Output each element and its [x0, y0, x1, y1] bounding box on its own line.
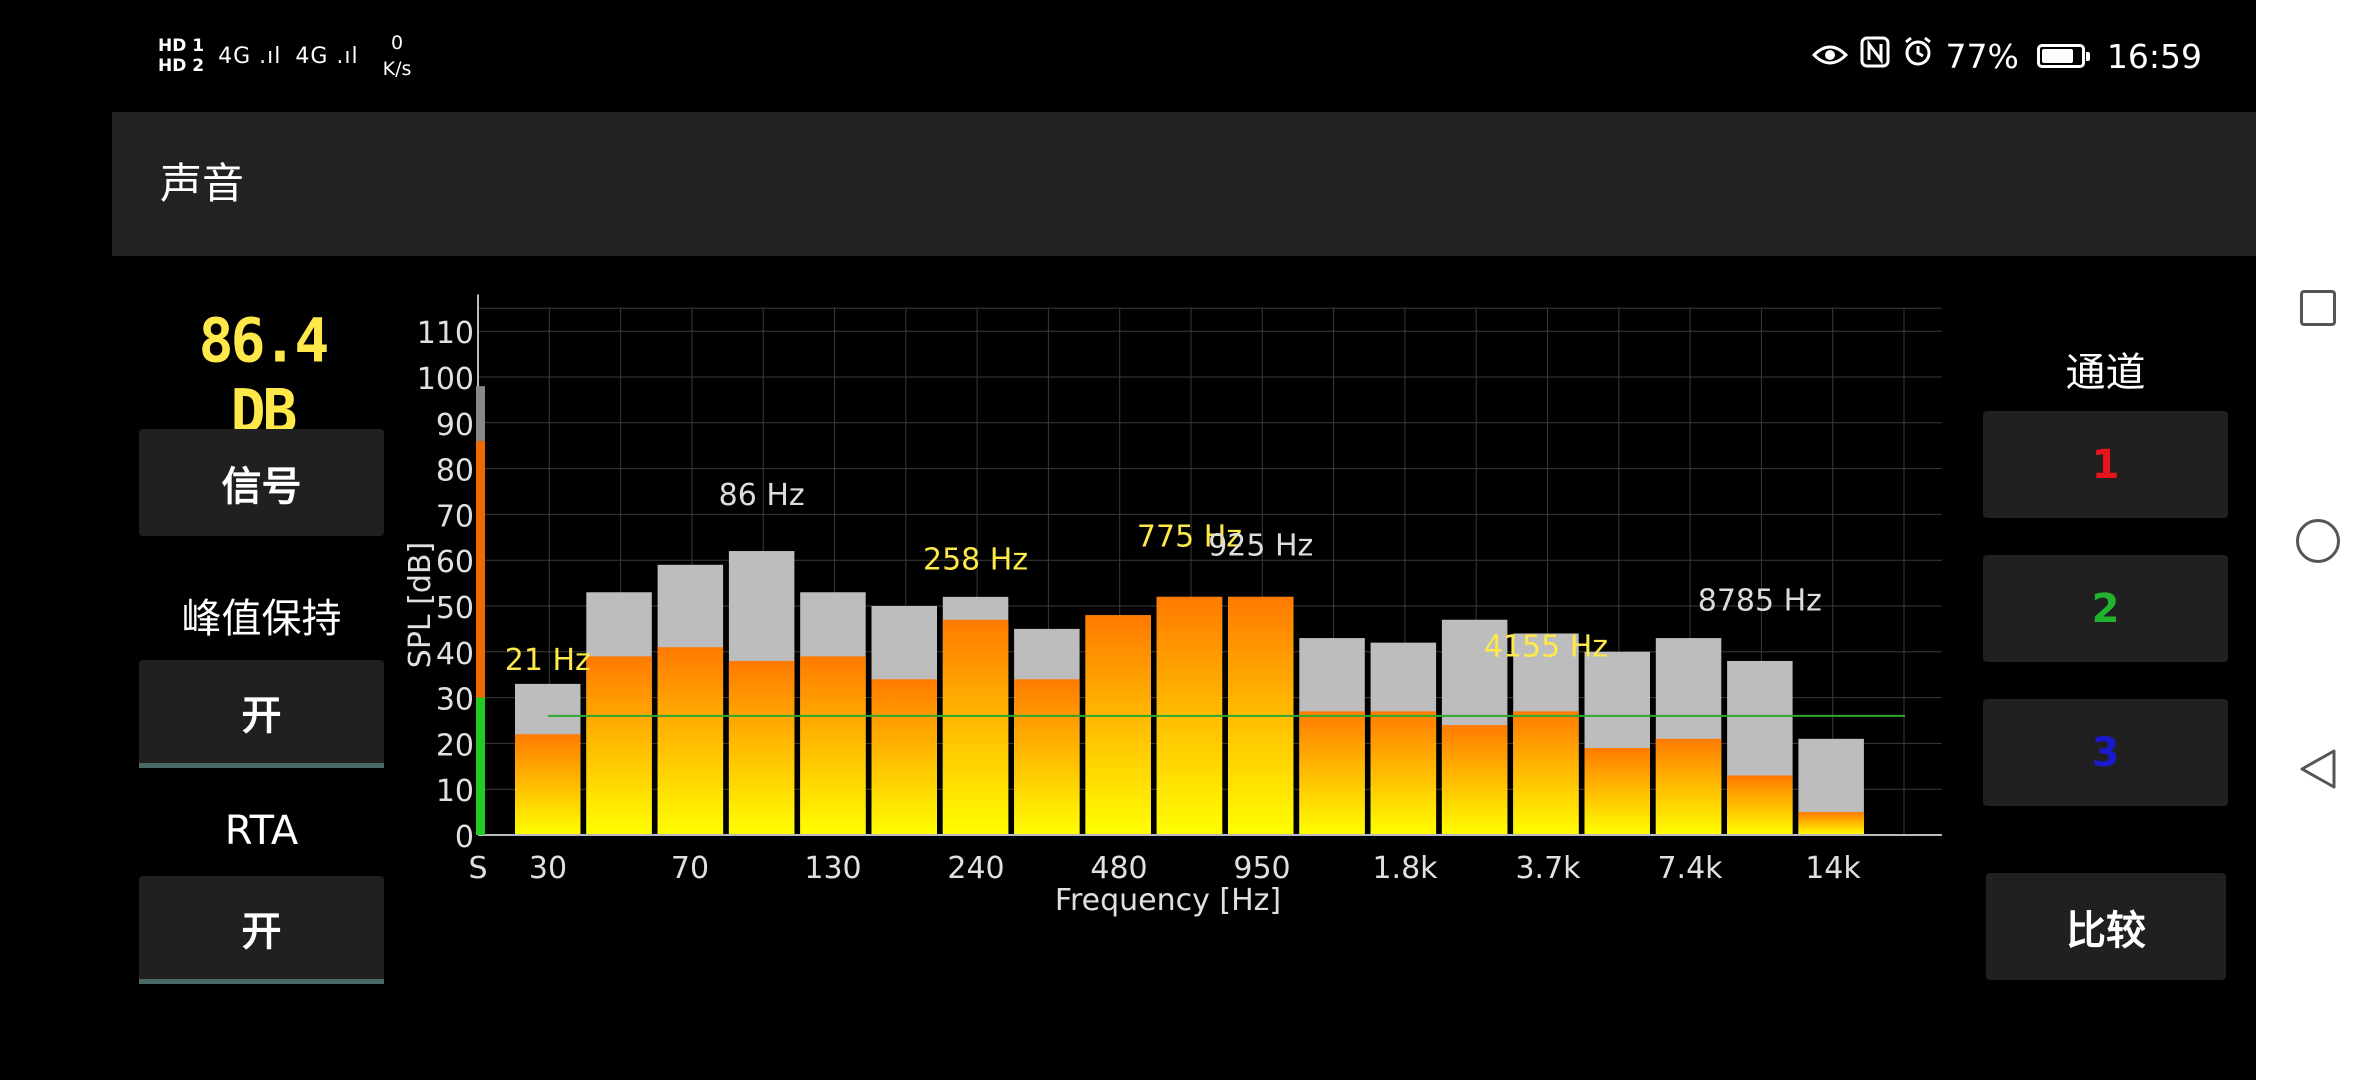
x-tick-label: 130 — [804, 851, 861, 886]
nfc-icon — [1860, 36, 1890, 77]
level-bar — [1655, 738, 1722, 835]
level-meter-orange — [476, 441, 485, 698]
y-axis-label: SPL [dB] — [403, 542, 438, 668]
level-bar — [1014, 679, 1080, 835]
eye-icon — [1811, 36, 1848, 76]
network-speed-value: 0 — [390, 32, 404, 54]
app-bar: 声音 — [112, 112, 2256, 256]
level-bar — [1441, 725, 1508, 835]
rta-toggle[interactable]: 开 — [139, 876, 384, 984]
y-tick-label: 10 — [436, 774, 474, 809]
sim1-icon: HD 1 — [158, 36, 205, 56]
y-tick-label: 30 — [436, 683, 474, 718]
channel-1-button[interactable]: 1 — [1983, 411, 2228, 518]
level-bar — [1370, 711, 1437, 835]
x-tick-label: 1.8k — [1372, 851, 1438, 886]
battery-icon — [2036, 44, 2090, 68]
level-bar — [1584, 747, 1650, 835]
sim-indicators: HD 1 HD 2 — [158, 36, 204, 76]
x-tick-label: 950 — [1233, 851, 1290, 886]
y-tick-label: 70 — [436, 499, 474, 534]
x-axis-label: Frequency [Hz] — [1055, 883, 1281, 918]
network-speed-unit: K/s — [382, 58, 412, 80]
level-meter-green — [476, 697, 485, 835]
peak-frequency-label: 258 Hz — [923, 542, 1028, 577]
x-tick-label: 3.7k — [1515, 851, 1581, 886]
channel-3-button[interactable]: 3 — [1983, 699, 2228, 806]
signal-button[interactable]: 信号 — [139, 429, 384, 536]
status-bar-left: HD 1 HD 2 4G .ıl 4G .ıl 0 K/s — [158, 26, 411, 86]
level-bar — [1085, 615, 1151, 835]
network-speed: 0 K/s — [383, 30, 412, 82]
y-tick-label: 40 — [436, 637, 474, 672]
status-bar-right: 77% 16:59 — [1811, 26, 2202, 86]
level-bar — [1513, 711, 1579, 835]
level-bar — [586, 656, 652, 835]
y-tick-label: 60 — [436, 545, 474, 580]
signal-icon: 4G .ıl — [218, 43, 282, 69]
recents-icon[interactable] — [2300, 290, 2336, 326]
peak-frequency-label: 86 Hz — [719, 478, 805, 513]
battery-percent: 77% — [1945, 36, 2019, 76]
channel-2-button[interactable]: 2 — [1983, 555, 2228, 662]
level-bar — [515, 734, 581, 835]
clock: 16:59 — [2106, 36, 2202, 76]
y-tick-label: 80 — [436, 454, 474, 489]
level-bar — [800, 656, 866, 835]
status-bar: HD 1 HD 2 4G .ıl 4G .ıl 0 K/s 77% 16:59 — [0, 0, 2256, 112]
x-tick-label: 14k — [1805, 851, 1861, 886]
peak-frequency-label: 4155 Hz — [1484, 629, 1608, 664]
alarm-icon — [1902, 36, 1934, 77]
rta-label: RTA — [224, 808, 299, 854]
x-tick-label: 7.4k — [1657, 851, 1723, 886]
peak-frequency-label: 8785 Hz — [1698, 584, 1822, 619]
x-tick-label: 30 — [529, 851, 567, 886]
peak-hold-label: 峰值保持 — [181, 596, 342, 642]
y-tick-label: 20 — [436, 728, 474, 763]
y-tick-label: 100 — [417, 362, 474, 397]
level-bar — [1727, 775, 1793, 835]
level-meter-peak — [476, 386, 485, 442]
y-tick-label: 0 — [455, 820, 474, 855]
x-tick-label: 480 — [1090, 851, 1147, 886]
x-tick-label: 70 — [671, 851, 709, 886]
home-icon[interactable] — [2296, 519, 2340, 563]
page-title: 声音 — [160, 159, 245, 208]
y-tick-label: 110 — [417, 316, 474, 351]
peak-frequency-label: 925 Hz — [1208, 529, 1313, 564]
peak-frequency-label: 21 Hz — [505, 643, 591, 678]
compare-button[interactable]: 比较 — [1986, 873, 2226, 980]
back-icon[interactable] — [2296, 745, 2340, 797]
level-bar — [1798, 812, 1864, 835]
y-tick-label: 90 — [436, 408, 474, 443]
peak-hold-toggle[interactable]: 开 — [139, 660, 384, 768]
level-bar — [657, 647, 724, 835]
level-bar — [728, 660, 795, 835]
level-bar — [942, 619, 1009, 835]
level-bar — [1299, 711, 1365, 835]
peak-frequency-label: 775 Hz — [1137, 519, 1242, 554]
sim2-icon: HD 2 — [158, 56, 205, 76]
x-tick-label: S — [468, 851, 487, 886]
x-tick-label: 240 — [947, 851, 1004, 886]
signal-icon: 4G .ıl — [295, 43, 359, 69]
channel-label: 通道 — [2065, 350, 2146, 396]
y-tick-label: 50 — [436, 591, 474, 626]
level-bar — [871, 679, 937, 835]
